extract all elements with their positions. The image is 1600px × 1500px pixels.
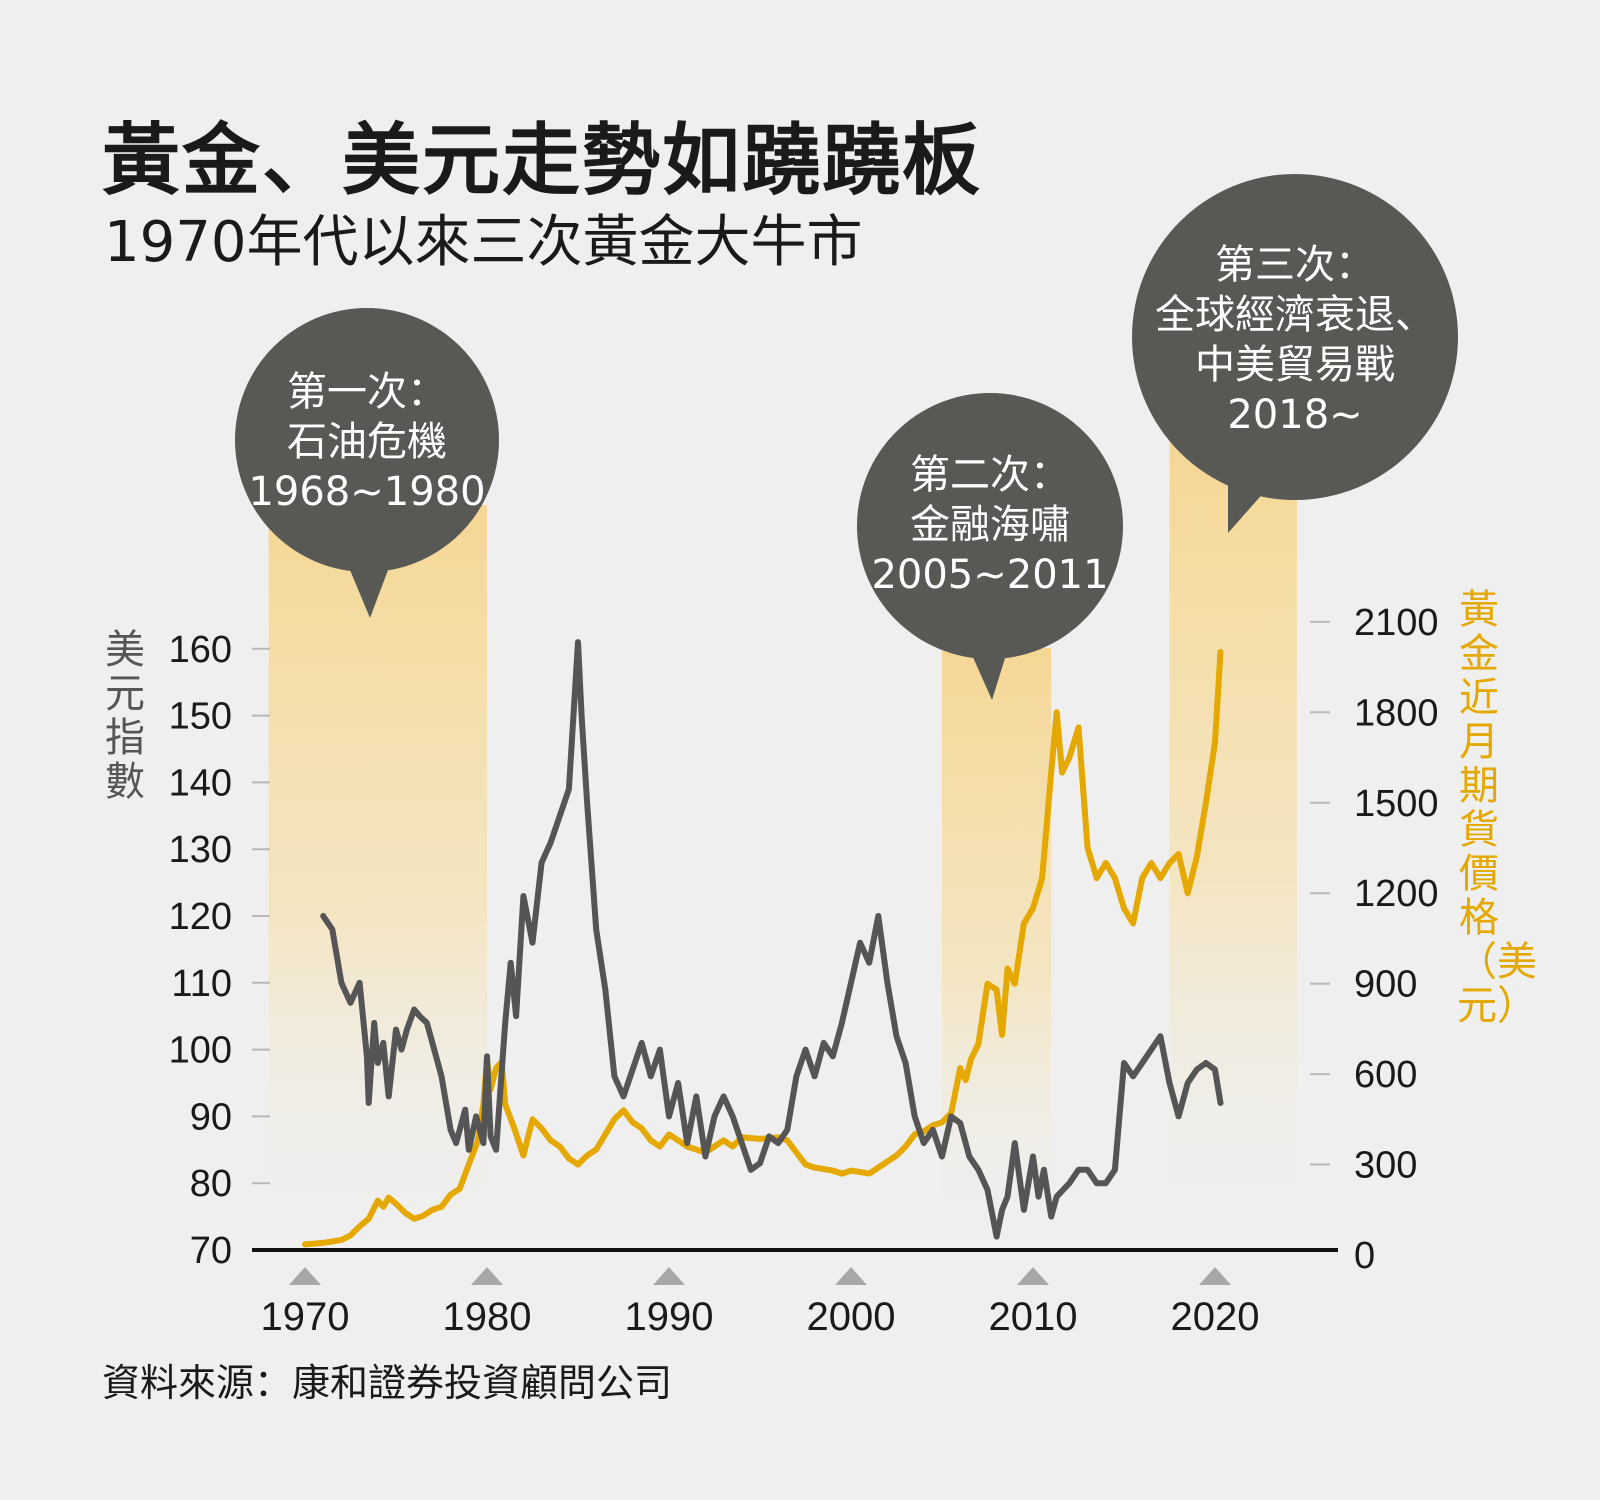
year-marker-triangle [835, 1267, 867, 1285]
x-tick-label: 2020 [1171, 1295, 1260, 1339]
year-marker-triangle [1199, 1267, 1231, 1285]
left-tick-label: 140 [169, 762, 232, 804]
right-tick-label: 300 [1354, 1145, 1417, 1187]
left-tick-label: 150 [169, 696, 232, 738]
bubble-line: 全球經濟衰退、 [1155, 292, 1435, 338]
bubble-text-3: 第三次： 全球經濟衰退、 中美貿易戰 2018~ [1155, 240, 1435, 440]
right-tick-label: 600 [1354, 1054, 1417, 1096]
left-tick-label: 130 [169, 829, 232, 871]
chart-subtitle: 1970年代以來三次黃金大牛市 [104, 210, 863, 275]
year-marker-triangle [471, 1267, 503, 1285]
chart-title: 黃金、美元走勢如蹺蹺板 [102, 116, 983, 206]
dollar-index-line [320, 639, 1224, 1240]
x-tick-label: 2010 [989, 1295, 1078, 1339]
bubble-tail-2 [972, 655, 1006, 700]
left-tick-label: 110 [171, 963, 232, 1005]
left-tick-label: 90 [190, 1096, 232, 1138]
right-tick-label: 1500 [1354, 783, 1439, 825]
left-tick-label: 120 [169, 896, 232, 938]
right-tick-label: 1200 [1354, 873, 1439, 915]
year-marker-triangle [1017, 1267, 1049, 1285]
right-tick-label: 1800 [1354, 692, 1439, 734]
bubble-3 [1132, 174, 1458, 500]
right-axis-title: 黃金近月期貨價格（美元） [1457, 587, 1537, 1029]
x-tick-label: 1990 [625, 1295, 714, 1339]
axes: 1970 1980 1990 2000 2010 2020 [252, 1248, 1338, 1339]
gold-price-line [302, 649, 1224, 1248]
left-tick-label: 160 [169, 629, 232, 671]
left-tick-label: 80 [190, 1163, 232, 1205]
left-tick-label: 100 [169, 1030, 232, 1072]
bubbles [235, 174, 1458, 700]
x-tick-label: 1970 [261, 1295, 350, 1339]
bubble-line: 第一次： [286, 369, 447, 415]
bubble-2 [857, 393, 1123, 659]
bubble-line: 1968~1980 [248, 469, 486, 515]
bubble-line: 金融海嘯 [909, 502, 1070, 548]
series-lines [302, 639, 1224, 1248]
highlight-band-2 [942, 648, 1052, 1250]
left-tick-label: 70 [190, 1230, 232, 1272]
bubble-text-1: 第一次： 石油危機 1968~1980 [248, 367, 485, 517]
bubble-line: 石油危機 [286, 419, 447, 465]
bubble-line: 第三次： [1215, 242, 1375, 288]
bubble-text-2: 第二次： 金融海嘯 2005~2011 [871, 450, 1108, 600]
bubble-line: 第二次： [909, 452, 1070, 498]
bubble-1 [235, 308, 499, 572]
bubble-tail-1 [350, 570, 388, 618]
bubble-line: 中美貿易戰 [1195, 342, 1395, 388]
year-marker-triangle [289, 1267, 321, 1285]
right-tick-label: 2100 [1354, 602, 1439, 644]
bubble-line: 2005~2011 [871, 552, 1109, 598]
highlight-band-3 [1169, 440, 1297, 1250]
tick-marks: 70 80 90 100 110 120 130 140 150 160 0 300 600 900 120… [169, 602, 1439, 1277]
right-tick-label: 900 [1354, 964, 1417, 1006]
x-tick-label: 2000 [807, 1295, 896, 1339]
left-axis-title: 美元指數 [105, 627, 145, 805]
bubble-line: 2018~ [1227, 392, 1363, 438]
highlight-bands [268, 440, 1297, 1250]
bubble-tail-3 [1228, 480, 1266, 533]
right-tick-label: 0 [1354, 1235, 1375, 1277]
source-note: 資料來源：康和證券投資顧問公司 [102, 1361, 673, 1405]
year-marker-triangle [653, 1267, 685, 1285]
x-tick-label: 1980 [443, 1295, 532, 1339]
